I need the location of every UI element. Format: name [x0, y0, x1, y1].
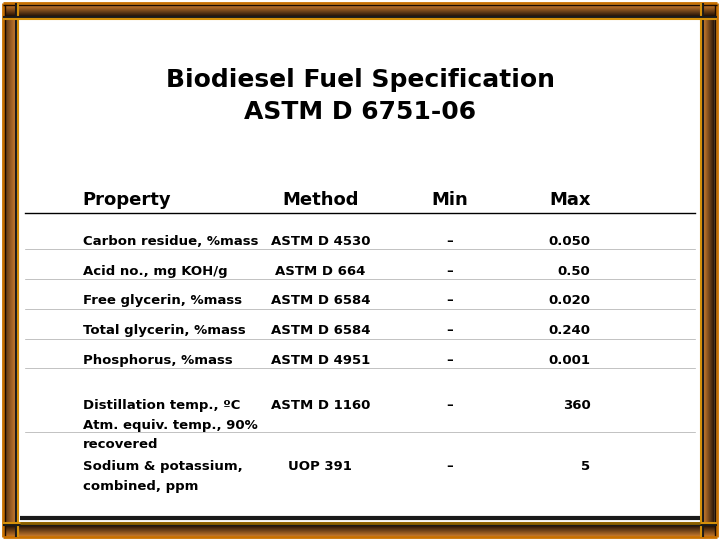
Text: 0.240: 0.240 [549, 324, 590, 337]
Text: recovered: recovered [83, 438, 158, 451]
Text: UOP 391: UOP 391 [289, 460, 352, 473]
Text: Carbon residue, %mass: Carbon residue, %mass [83, 235, 258, 248]
Text: –: – [446, 354, 454, 367]
Text: –: – [446, 324, 454, 337]
Text: Biodiesel Fuel Specification: Biodiesel Fuel Specification [166, 68, 554, 92]
Text: Acid no., mg KOH/g: Acid no., mg KOH/g [83, 265, 228, 278]
Text: Min: Min [431, 191, 469, 209]
Text: ASTM D 6584: ASTM D 6584 [271, 324, 370, 337]
Text: ASTM D 4530: ASTM D 4530 [271, 235, 370, 248]
Text: 5: 5 [581, 460, 590, 473]
Text: –: – [446, 294, 454, 307]
Text: 0.50: 0.50 [558, 265, 590, 278]
Text: ASTM D 6751-06: ASTM D 6751-06 [244, 100, 476, 124]
Text: Max: Max [549, 191, 590, 209]
Text: Property: Property [83, 191, 171, 209]
Text: 360: 360 [562, 399, 590, 411]
Text: ASTM D 664: ASTM D 664 [275, 265, 366, 278]
Text: –: – [446, 235, 454, 248]
Text: Free glycerin, %mass: Free glycerin, %mass [83, 294, 242, 307]
Text: –: – [446, 265, 454, 278]
Text: ASTM D 6584: ASTM D 6584 [271, 294, 370, 307]
Text: –: – [446, 399, 454, 411]
Text: –: – [446, 460, 454, 473]
Text: combined, ppm: combined, ppm [83, 480, 198, 493]
Text: Sodium & potassium,: Sodium & potassium, [83, 460, 243, 473]
Text: ASTM D 4951: ASTM D 4951 [271, 354, 370, 367]
Text: Atm. equiv. temp., 90%: Atm. equiv. temp., 90% [83, 418, 258, 431]
Text: 0.001: 0.001 [549, 354, 590, 367]
Text: Phosphorus, %mass: Phosphorus, %mass [83, 354, 233, 367]
Text: ASTM D 1160: ASTM D 1160 [271, 399, 370, 411]
Text: Distillation temp., ºC: Distillation temp., ºC [83, 399, 240, 411]
Text: 0.050: 0.050 [549, 235, 590, 248]
Text: 0.020: 0.020 [549, 294, 590, 307]
Text: Total glycerin, %mass: Total glycerin, %mass [83, 324, 246, 337]
Text: Method: Method [282, 191, 359, 209]
